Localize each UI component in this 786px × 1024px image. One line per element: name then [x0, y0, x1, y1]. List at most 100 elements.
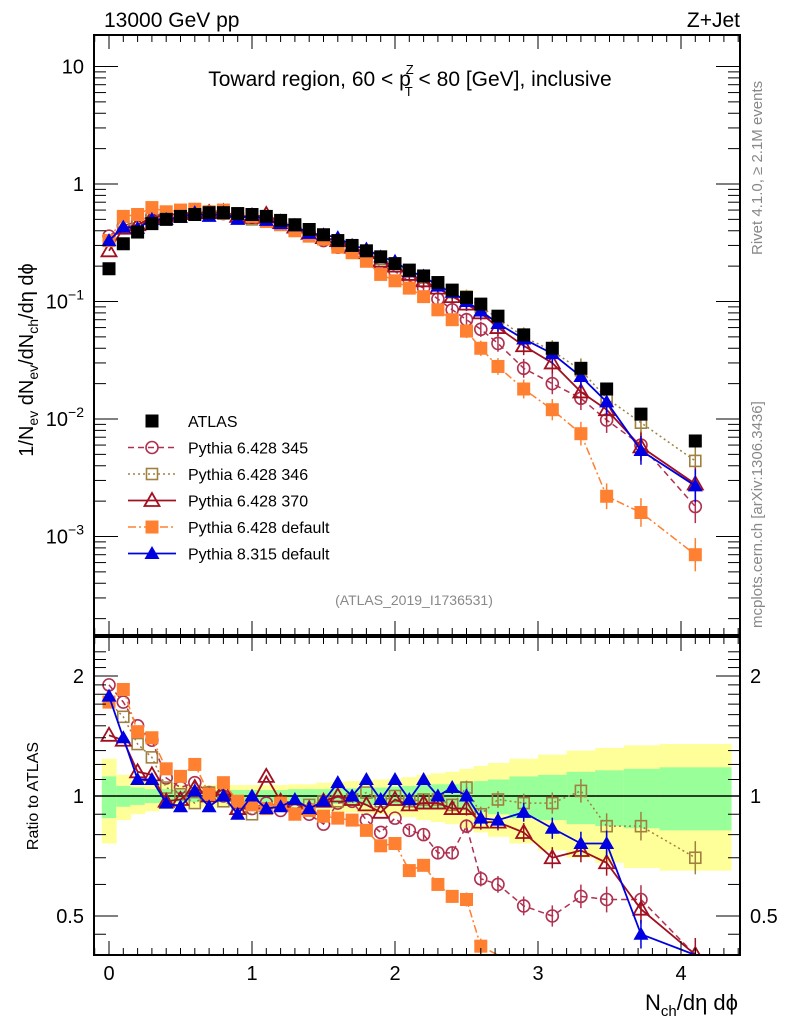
ratio-point	[634, 819, 648, 833]
ratio-axes: 0 1 2 3 4 2 2 1 1 0.5 0.5	[56, 637, 778, 985]
ratio-point	[344, 788, 360, 802]
main-point	[474, 297, 488, 311]
main-point	[216, 206, 230, 220]
main-series-group	[99, 201, 705, 572]
main-point	[460, 324, 473, 338]
ratio-point	[288, 807, 302, 821]
ratio-y-tick-label-right: 1	[750, 786, 761, 808]
main-point	[274, 213, 288, 227]
main-line	[108, 211, 696, 508]
ratio-line	[108, 701, 696, 859]
legend: ATLAS Pythia 6.428 345 Pythia 6.428 346 Pyt…	[128, 414, 330, 564]
main-point	[116, 209, 130, 223]
main-point	[491, 336, 505, 351]
main-point	[445, 313, 459, 327]
main-point	[131, 208, 145, 222]
ratio-line	[108, 684, 696, 955]
main-point	[687, 478, 703, 492]
main-point	[545, 376, 560, 391]
ratio-point	[491, 793, 505, 806]
main-y-axis-label: 1/Nev dNev/dNch/dη dϕ	[16, 263, 41, 456]
legend-item: Pythia 6.428 370	[128, 491, 308, 511]
ratio-point	[445, 846, 460, 860]
ratio-point	[371, 803, 390, 819]
y-tick-label: 1	[73, 174, 84, 196]
main-point	[460, 291, 473, 305]
ratio-point	[599, 892, 614, 907]
main-point	[202, 206, 216, 220]
ratio-point	[201, 799, 217, 813]
main-point	[517, 382, 531, 396]
ratio-point	[571, 841, 590, 857]
ratio-point	[231, 794, 245, 808]
header-left-label: 13000 GeV pp	[104, 9, 239, 32]
legend-marker	[145, 520, 159, 534]
ratio-line	[108, 688, 696, 955]
ratio-point	[443, 799, 462, 815]
main-plot-panel: 10 1 10−1 10−2 10−3 Toward region, 60 < pZ T …	[16, 34, 741, 636]
ratio-y-tick-label-right: 2	[750, 666, 761, 688]
main-point	[145, 217, 159, 231]
main-point	[345, 238, 359, 252]
ratio-point	[459, 788, 474, 802]
main-point	[115, 219, 131, 233]
stat-uncertainty-band	[659, 767, 732, 831]
ratio-point	[145, 731, 159, 745]
ratio-point	[116, 695, 131, 709]
ratio-y-tick-label-left: 0.5	[56, 906, 84, 928]
ratio-point	[474, 939, 488, 953]
main-point	[473, 322, 488, 337]
ratio-y-tick-label-left: 2	[73, 666, 84, 688]
title-superscript: Z	[406, 62, 414, 77]
ratio-point	[388, 837, 402, 851]
ratio-point	[543, 848, 562, 865]
main-point	[245, 208, 259, 222]
ratio-point	[317, 809, 330, 823]
main-point	[491, 359, 505, 373]
ratio-line	[108, 695, 696, 955]
ratio-point	[514, 823, 533, 839]
ratio-point	[257, 767, 276, 783]
legend-item: Pythia 6.428 345	[128, 441, 308, 458]
ratio-point	[188, 757, 202, 771]
main-line	[108, 211, 696, 487]
ratio-point	[373, 791, 389, 805]
main-point	[145, 201, 159, 215]
ratio-plot-panel: 0 1 2 3 4 2 2 1 1 0.5 0.5 Ratio to ATLAS Nch/dη dϕ	[25, 636, 778, 1020]
main-point	[599, 394, 615, 408]
main-point	[545, 403, 559, 417]
ratio-point	[159, 762, 173, 776]
ratio-point	[574, 784, 588, 798]
ratio-point	[202, 787, 216, 801]
stat-uncertainty-band	[101, 776, 117, 819]
title-suffix: < 80 [GeV], inclusive	[413, 68, 612, 91]
main-point	[600, 489, 614, 503]
main-point	[402, 263, 416, 277]
ratio-series-pythia-6-428-default	[102, 682, 696, 955]
main-point	[417, 290, 431, 304]
main-point	[188, 208, 202, 222]
legend-label: Pythia 6.428 346	[188, 467, 308, 484]
legend-marker	[142, 491, 162, 507]
ratio-point	[273, 799, 289, 813]
ratio-point	[230, 806, 246, 820]
ratio-point	[545, 909, 560, 923]
ratio-point	[374, 839, 388, 853]
ratio-point	[131, 737, 144, 751]
x-axis-label: Nch/dη dϕ	[645, 990, 738, 1020]
ratio-point	[401, 791, 417, 805]
main-point	[417, 269, 431, 283]
ratio-point	[301, 801, 317, 815]
main-point	[102, 262, 116, 276]
ratio-point	[597, 853, 616, 870]
main-point	[516, 361, 531, 376]
ratio-point	[188, 796, 202, 810]
main-point	[688, 434, 702, 448]
ratio-y-tick-label-left: 1	[73, 786, 84, 808]
main-point	[688, 548, 702, 562]
legend-marker	[145, 414, 159, 428]
main-point	[634, 407, 648, 421]
ratio-point	[244, 788, 260, 802]
ratio-point	[115, 730, 131, 744]
